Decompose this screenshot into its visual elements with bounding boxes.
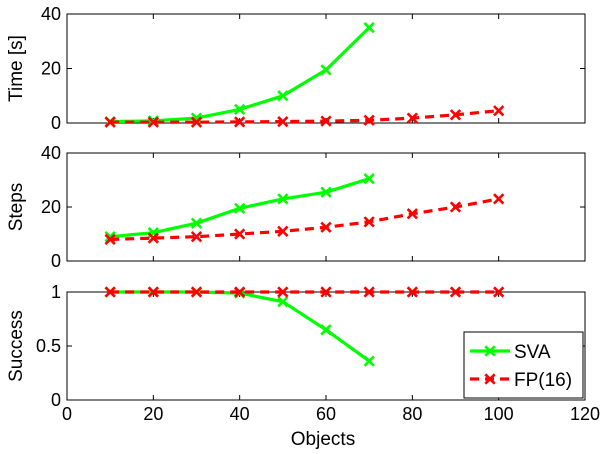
data-point-fp-16 [277,115,289,128]
data-point-fp-16 [449,286,462,298]
x-tick-label: 40 [230,404,250,424]
data-point-sva [320,324,332,336]
data-point-fp-16 [320,115,332,127]
legend-marker-fp-16 [484,373,496,385]
y-tick-label: 0 [51,113,61,133]
data-point-fp-16 [147,232,159,244]
y-tick-label: 1 [51,282,61,302]
y-tick-label: 0 [51,251,61,271]
data-point-sva [363,21,375,34]
data-point-fp-16 [190,116,203,128]
data-point-fp-16 [363,286,375,298]
series-line-fp-16 [110,197,499,241]
panel-1: 0 20 40 Steps [6,143,586,271]
x-tick-label: 120 [570,404,600,424]
legend-marker-sva [484,345,496,357]
data-point-fp-16 [363,216,375,228]
y-tick-label: 0 [51,390,61,410]
data-point-fp-16 [277,286,289,298]
data-point-fp-16 [147,116,159,128]
legend: SVA FP(16) [463,331,584,399]
data-point-sva [277,296,289,308]
legend-label-fp-16: FP(16) [514,370,572,391]
panel-2: 0 20 40 60 80 100 120 0 0.5 1 Success Objects SVA FP(… [6,282,600,450]
data-point-fp-16 [104,116,116,128]
data-point-fp-16 [320,221,332,233]
data-point-fp-16 [406,112,418,124]
data-point-fp-16 [234,228,246,240]
y-tick-label: 20 [41,197,61,217]
data-point-fp-16 [234,116,246,128]
data-point-fp-16 [277,225,289,237]
x-tick-label: 80 [402,404,422,424]
panel-0: 0 20 40 Time [s] [6,4,586,133]
data-point-sva [234,103,246,116]
data-point-sva [363,355,375,367]
series-line-fp-16 [110,109,499,124]
data-point-fp-16 [234,286,246,298]
data-point-fp-16 [320,286,332,298]
data-point-fp-16 [363,114,375,126]
data-point-fp-16 [493,286,505,298]
data-point-sva [190,217,203,229]
y-tick-label: 0.5 [36,336,61,356]
data-point-fp-16 [449,109,462,121]
x-tick-label: 0 [62,404,72,424]
data-point-sva [363,173,375,185]
x-tick-label: 20 [143,404,163,424]
y-tick-label: 20 [41,59,61,79]
data-point-fp-16 [493,193,505,205]
data-point-fp-16 [190,286,203,298]
x-tick-label: 60 [316,404,336,424]
data-point-fp-16 [493,105,505,117]
data-point-fp-16 [406,208,418,220]
x-tick-label: 100 [484,404,514,424]
y-axis-label: Time [s] [6,35,27,102]
data-point-sva [320,186,332,198]
data-point-sva [320,64,332,76]
y-tick-label: 40 [41,4,61,24]
data-point-fp-16 [190,231,203,243]
data-point-sva [277,90,289,102]
x-axis-label: Objects [291,429,355,450]
data-point-fp-16 [104,286,116,298]
legend-box [463,331,584,399]
legend-label-sva: SVA [514,342,551,363]
y-axis-label: Success [6,310,27,382]
plot-area [66,152,586,262]
y-axis-label: Steps [6,183,27,232]
data-point-fp-16 [449,201,462,213]
data-point-sva [234,202,246,214]
y-tick-label: 40 [41,143,61,163]
data-point-fp-16 [147,286,159,298]
data-point-fp-16 [406,286,418,298]
data-point-sva [277,193,289,205]
data-point-fp-16 [104,233,116,246]
